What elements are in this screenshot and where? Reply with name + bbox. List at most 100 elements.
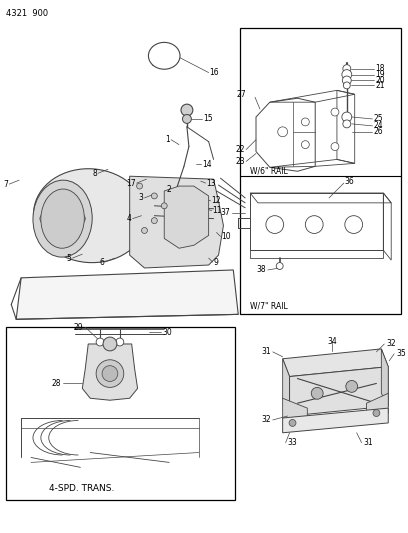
Circle shape [289,419,296,426]
Circle shape [278,127,288,137]
Text: o 2H: o 2H [152,56,165,61]
Polygon shape [283,349,388,376]
Bar [240,28,401,314]
Polygon shape [82,344,137,400]
Circle shape [116,338,124,346]
Circle shape [102,366,118,382]
Ellipse shape [149,43,180,69]
Text: 21: 21 [375,81,385,90]
Text: 11: 11 [213,206,222,215]
Circle shape [331,108,339,116]
Text: 4: 4 [127,214,132,223]
Text: 35: 35 [396,349,406,358]
Text: 4-SPD. TRANS.: 4-SPD. TRANS. [49,483,114,492]
Circle shape [151,193,157,199]
Text: 5: 5 [67,254,71,263]
Circle shape [151,217,157,223]
Circle shape [55,211,71,227]
Text: 14: 14 [202,160,211,169]
Circle shape [75,214,85,223]
Text: W/7" RAIL: W/7" RAIL [250,302,288,311]
Circle shape [137,183,142,189]
Text: 17: 17 [126,179,135,188]
Text: 9: 9 [213,257,218,266]
Circle shape [266,216,284,233]
Circle shape [346,381,358,392]
Ellipse shape [41,189,84,248]
Circle shape [96,338,104,346]
Circle shape [181,104,193,116]
Circle shape [40,214,50,223]
Text: 12: 12 [212,196,221,205]
Circle shape [345,216,363,233]
Circle shape [58,192,67,202]
Text: o N: o N [152,51,162,56]
Circle shape [344,82,350,89]
Text: 2: 2 [166,184,171,193]
Circle shape [343,120,351,128]
Circle shape [96,360,124,387]
Text: o 4H: o 4H [152,62,165,67]
Ellipse shape [33,169,147,263]
Polygon shape [164,186,208,248]
Text: 23: 23 [235,157,245,166]
Text: 31: 31 [261,348,271,357]
Circle shape [70,229,80,239]
Polygon shape [16,270,238,319]
Circle shape [276,263,283,270]
Text: 36: 36 [345,176,355,185]
Text: 1: 1 [165,135,170,144]
Text: 26: 26 [373,127,383,136]
Text: 15: 15 [203,115,212,124]
Circle shape [70,198,80,208]
Text: 10: 10 [222,232,231,241]
Ellipse shape [33,180,92,257]
Polygon shape [381,349,388,406]
Circle shape [331,143,339,150]
Text: 37: 37 [221,208,231,217]
Text: 6: 6 [99,257,104,266]
Circle shape [343,64,351,72]
Circle shape [311,387,323,399]
Text: 19: 19 [375,70,385,79]
Circle shape [45,198,55,208]
Text: 29: 29 [74,322,83,332]
Polygon shape [366,393,388,423]
Polygon shape [283,359,290,413]
Circle shape [142,228,147,233]
Circle shape [45,229,55,239]
Text: 33: 33 [288,438,297,447]
Text: 30: 30 [162,328,172,337]
Text: 22: 22 [236,145,245,154]
Text: 38: 38 [256,265,266,274]
Text: 34: 34 [327,336,337,345]
Circle shape [103,337,117,351]
Circle shape [58,236,67,245]
Text: 4321  900: 4321 900 [6,9,49,18]
Text: 24: 24 [373,122,383,131]
Text: 13: 13 [207,179,216,188]
Circle shape [302,141,309,149]
Text: 18: 18 [375,64,385,73]
Circle shape [342,76,351,85]
Text: 3: 3 [139,193,144,203]
Text: 7: 7 [3,180,8,189]
Text: o 4L: o 4L [152,45,164,51]
Text: 32: 32 [261,415,271,424]
Circle shape [373,409,380,416]
Text: 28: 28 [51,379,61,388]
Text: 8: 8 [92,169,97,177]
Text: 25: 25 [373,115,383,124]
Circle shape [342,70,352,79]
Text: 27: 27 [237,90,246,99]
Circle shape [161,203,167,209]
Text: 20: 20 [375,76,385,85]
Bar [6,327,235,500]
Polygon shape [130,176,224,268]
Text: 16: 16 [210,68,219,77]
Text: W/6" RAIL: W/6" RAIL [250,167,288,176]
Circle shape [302,118,309,126]
Text: 31: 31 [364,438,373,447]
Circle shape [182,115,191,124]
Circle shape [342,112,352,122]
